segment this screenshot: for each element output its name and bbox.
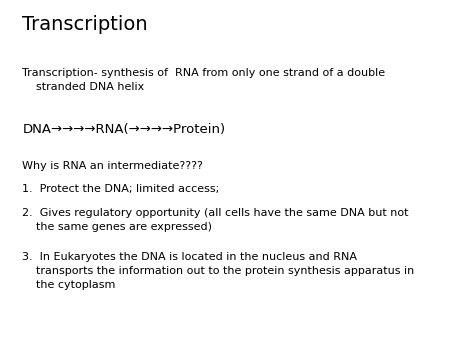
Text: 2.  Gives regulatory opportunity (all cells have the same DNA but not
    the sa: 2. Gives regulatory opportunity (all cel… <box>22 208 409 232</box>
Text: 1.  Protect the DNA; limited access;: 1. Protect the DNA; limited access; <box>22 184 220 194</box>
Text: Transcription- synthesis of  RNA from only one strand of a double
    stranded D: Transcription- synthesis of RNA from onl… <box>22 68 386 92</box>
Text: DNA→→→→RNA(→→→→Protein): DNA→→→→RNA(→→→→Protein) <box>22 123 225 136</box>
Text: Transcription: Transcription <box>22 15 148 34</box>
Text: 3.  In Eukaryotes the DNA is located in the nucleus and RNA
    transports the i: 3. In Eukaryotes the DNA is located in t… <box>22 252 415 290</box>
Text: Why is RNA an intermediate????: Why is RNA an intermediate???? <box>22 161 203 171</box>
